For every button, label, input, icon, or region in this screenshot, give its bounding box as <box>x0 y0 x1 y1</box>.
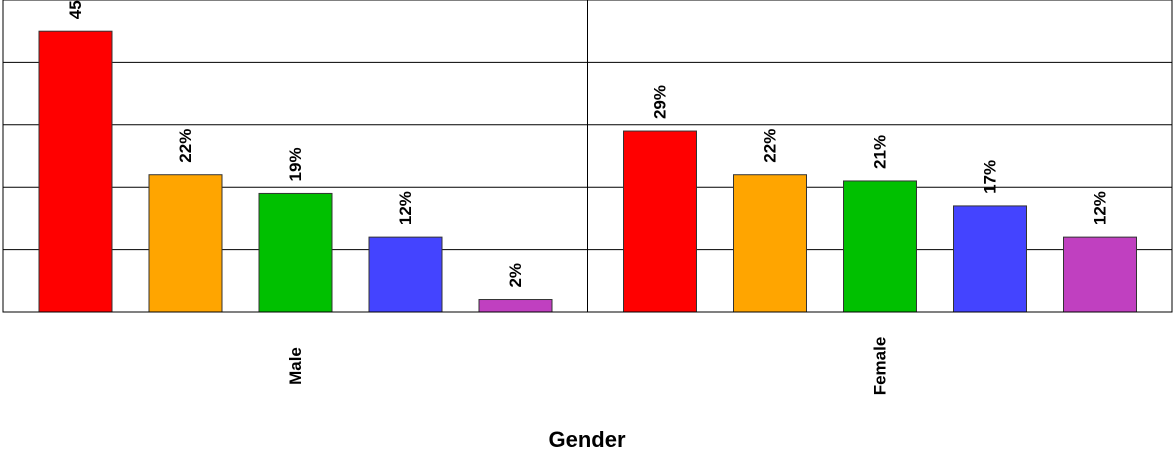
bar-value-label: 12% <box>1091 191 1110 225</box>
category-label: Female <box>871 337 890 396</box>
bar <box>478 299 553 313</box>
x-axis-title: Gender <box>548 427 625 452</box>
bar <box>623 130 697 313</box>
plot-frame <box>2 0 1173 313</box>
bar <box>38 30 113 313</box>
value-labels: 45% 22% 19% 12% 2% 29% 22% 21% 17% 12% <box>66 0 1110 288</box>
bar-value-label: 45% <box>66 0 85 19</box>
bar <box>843 180 917 313</box>
bar <box>368 236 443 313</box>
bar <box>733 174 807 313</box>
bar <box>258 192 333 313</box>
category-label: Male <box>286 347 305 385</box>
bar-value-label: 22% <box>761 129 780 163</box>
bar <box>1063 236 1137 313</box>
category-labels: Male Female <box>286 337 890 396</box>
bar <box>953 205 1027 313</box>
bar-value-label: 29% <box>651 85 670 119</box>
bar-value-label: 19% <box>286 147 305 181</box>
bar <box>148 174 223 313</box>
bar-value-label: 12% <box>396 191 415 225</box>
bar-value-label: 17% <box>981 160 1000 194</box>
bar-value-label: 21% <box>871 135 890 169</box>
bar-value-label: 2% <box>506 263 525 288</box>
bar-value-label: 22% <box>176 129 195 163</box>
bar-series <box>38 30 1137 313</box>
